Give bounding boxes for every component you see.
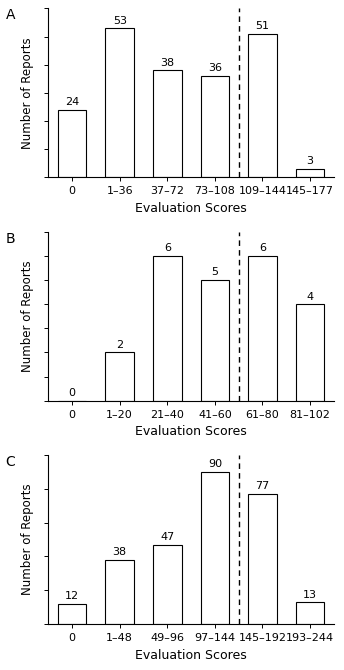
Text: 4: 4	[307, 291, 314, 302]
Text: 24: 24	[65, 97, 79, 107]
Text: 2: 2	[116, 340, 123, 350]
Text: B: B	[6, 232, 15, 246]
Bar	[58, 604, 86, 624]
Bar	[296, 169, 324, 178]
Y-axis label: Number of Reports: Number of Reports	[21, 261, 34, 372]
Y-axis label: Number of Reports: Number of Reports	[21, 484, 34, 596]
Text: 36: 36	[208, 64, 222, 74]
Text: 51: 51	[256, 21, 269, 31]
Text: 77: 77	[255, 481, 270, 491]
Text: 53: 53	[113, 15, 127, 25]
Text: 6: 6	[259, 243, 266, 253]
Bar	[105, 28, 134, 178]
Bar	[58, 110, 86, 178]
Bar	[248, 34, 277, 178]
Text: 38: 38	[160, 58, 174, 68]
Bar	[296, 602, 324, 624]
Bar	[201, 472, 229, 624]
Text: 12: 12	[65, 591, 79, 601]
Text: 90: 90	[208, 460, 222, 470]
Bar	[248, 256, 277, 401]
Bar	[153, 256, 182, 401]
Bar	[153, 545, 182, 624]
Bar	[105, 352, 134, 401]
Bar	[201, 280, 229, 401]
X-axis label: Evaluation Scores: Evaluation Scores	[135, 649, 247, 662]
Text: C: C	[6, 455, 15, 469]
Text: 13: 13	[303, 590, 317, 600]
Text: 0: 0	[68, 388, 76, 398]
X-axis label: Evaluation Scores: Evaluation Scores	[135, 425, 247, 438]
Text: 47: 47	[160, 532, 174, 542]
Bar	[296, 304, 324, 401]
Text: 5: 5	[211, 267, 218, 277]
X-axis label: Evaluation Scores: Evaluation Scores	[135, 202, 247, 215]
Text: 6: 6	[164, 243, 171, 253]
Bar	[201, 76, 229, 178]
Bar	[153, 70, 182, 178]
Text: 3: 3	[307, 156, 313, 166]
Bar	[105, 560, 134, 624]
Y-axis label: Number of Reports: Number of Reports	[21, 37, 34, 149]
Text: A: A	[6, 8, 15, 22]
Text: 38: 38	[112, 547, 127, 557]
Bar	[248, 494, 277, 624]
